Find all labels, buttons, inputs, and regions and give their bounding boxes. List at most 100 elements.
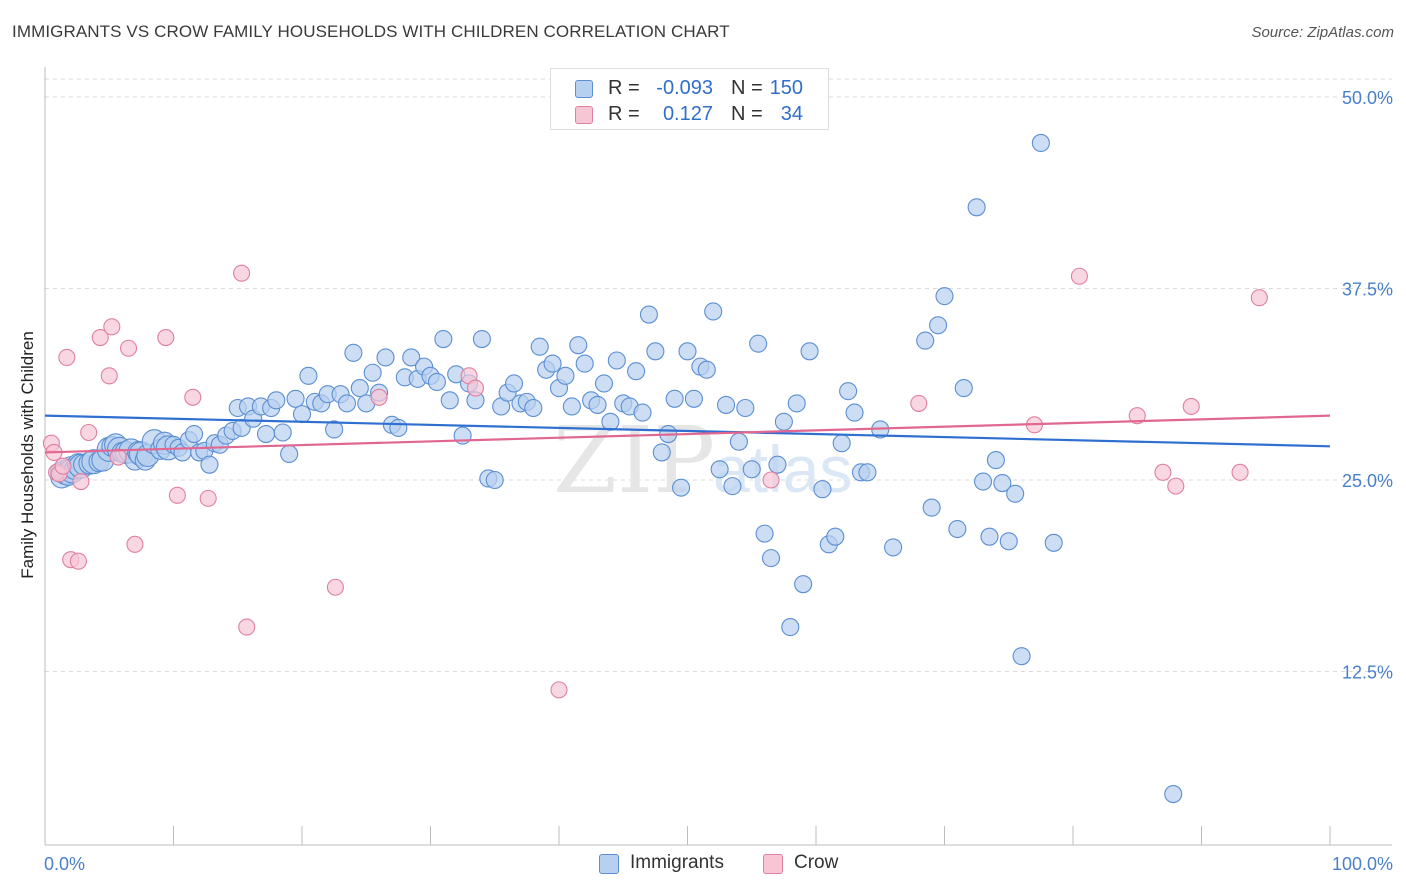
immigrants-point: [646, 342, 665, 361]
immigrants-point: [325, 420, 344, 439]
immigrants-point: [755, 524, 774, 543]
immigrants-point: [1006, 484, 1025, 503]
immigrants-point: [993, 474, 1012, 493]
crow-point: [58, 348, 76, 366]
immigrants-point: [761, 549, 781, 568]
immigrants-point: [402, 348, 421, 367]
immigrants-point: [472, 330, 491, 349]
immigrants-point: [286, 389, 305, 408]
trend-layer: [44, 414, 1331, 454]
immigrants-point: [337, 394, 357, 413]
immigrants-point: [980, 527, 999, 546]
immigrants-point: [562, 397, 581, 416]
x-tick-label-max: 100.0%: [1332, 854, 1393, 874]
crow-r-value: 0.127: [662, 103, 713, 125]
immigrants-point: [832, 434, 851, 453]
immigrants-point: [607, 351, 626, 370]
immigrants-point: [601, 412, 620, 431]
crow-point: [184, 388, 202, 406]
immigrants-legend-swatch: [599, 854, 619, 874]
immigrants-point: [363, 363, 382, 382]
y-tick-label: 12.5%: [1342, 663, 1393, 683]
immigrants-point: [704, 302, 723, 321]
immigrants-swatch: [575, 80, 593, 98]
crow-point: [1182, 397, 1200, 416]
immigrants-point: [845, 403, 864, 422]
immigrants-point: [973, 472, 993, 491]
immigrants-point: [723, 477, 742, 496]
correlation-legend: R = -0.093 N = 150 R = 0.127 N = 34: [550, 68, 829, 130]
crow-point: [1167, 477, 1185, 495]
crow-point: [233, 264, 251, 282]
crow-point: [550, 681, 568, 699]
crow-point: [1231, 463, 1249, 481]
immigrants-point: [556, 366, 575, 385]
points-layer: [42, 133, 1268, 804]
immigrants-point: [427, 372, 446, 392]
immigrants-point: [710, 460, 729, 479]
immigrants-point: [292, 405, 312, 424]
crow-point: [762, 471, 780, 489]
y-tick-label: 25.0%: [1342, 471, 1393, 491]
crow-point: [168, 486, 186, 504]
immigrants-point: [935, 287, 954, 306]
crow-point: [126, 535, 144, 553]
immigrants-point: [736, 398, 755, 418]
crow-point: [370, 388, 388, 406]
immigrants-point: [256, 424, 276, 444]
immigrants-trend-line: [44, 414, 1331, 448]
immigrants-point: [485, 470, 504, 490]
crow-point: [109, 448, 127, 466]
crow-point: [326, 578, 344, 596]
immigrants-point: [794, 575, 813, 594]
crow-trend-line: [44, 414, 1331, 454]
crow-legend-swatch: [763, 854, 783, 874]
immigrants-point: [376, 348, 395, 367]
immigrants-point: [954, 379, 973, 398]
immigrants-point: [185, 424, 204, 444]
crow-n-label: N =: [731, 103, 763, 125]
crow-point: [72, 472, 90, 491]
immigrants-n-label: N =: [731, 77, 763, 99]
immigrants-point: [922, 498, 941, 517]
immigrants-point: [665, 389, 684, 408]
legend-row-immigrants: R = -0.093 N = 150: [551, 77, 828, 101]
immigrants-point: [729, 432, 748, 451]
immigrants-point: [916, 331, 935, 350]
immigrants-point: [999, 532, 1018, 551]
immigrants-r-label: R =: [608, 77, 640, 99]
crow-r-label: R =: [608, 103, 640, 125]
immigrants-point: [781, 618, 800, 637]
immigrants-point: [434, 330, 453, 349]
immigrants-point: [594, 374, 614, 393]
immigrants-point: [800, 342, 819, 361]
immigrants-point: [530, 337, 549, 356]
crow-point: [466, 379, 485, 397]
immigrants-point: [575, 354, 594, 373]
immigrants-point: [1044, 533, 1063, 552]
watermark-zip: ZIP: [553, 407, 715, 514]
immigrants-point: [986, 451, 1005, 470]
immigrants-point: [543, 354, 562, 373]
y-tick-label: 50.0%: [1342, 88, 1393, 108]
crow-point: [157, 328, 175, 347]
immigrants-point: [929, 316, 948, 335]
crow-point: [1128, 407, 1146, 425]
immigrants-point: [639, 305, 659, 324]
immigrants-point: [524, 398, 543, 418]
immigrants-point: [678, 342, 697, 361]
immigrants-point: [389, 418, 408, 437]
immigrants-point: [858, 463, 877, 482]
crow-point: [100, 367, 118, 385]
immigrants-point: [652, 443, 671, 462]
crow-point: [103, 318, 121, 336]
crow-point: [910, 394, 928, 412]
axis-layer: [44, 67, 1392, 846]
immigrants-point: [280, 444, 299, 464]
crow-point: [1250, 289, 1268, 307]
immigrants-point: [440, 391, 459, 410]
immigrants-point: [948, 519, 967, 539]
immigrants-point: [716, 395, 736, 414]
immigrants-point: [1031, 133, 1050, 153]
